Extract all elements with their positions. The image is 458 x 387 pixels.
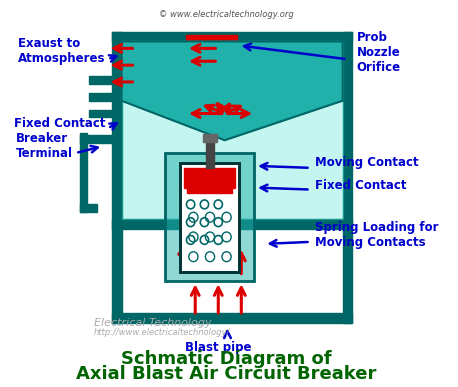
Bar — [187, 171, 232, 192]
Bar — [202, 134, 218, 142]
Text: Fixed Contact: Fixed Contact — [14, 117, 106, 130]
Circle shape — [200, 235, 208, 244]
Bar — [165, 153, 254, 281]
Bar — [343, 229, 352, 323]
Circle shape — [205, 232, 215, 242]
Text: Moving Contact: Moving Contact — [315, 156, 419, 170]
Text: Breaker
Terminal: Breaker Terminal — [16, 132, 73, 160]
Bar — [80, 204, 97, 212]
Bar — [80, 133, 87, 212]
Bar — [112, 229, 121, 323]
Bar — [206, 138, 214, 168]
Text: Axial Blast Air Circuit Breaker: Axial Blast Air Circuit Breaker — [76, 365, 377, 383]
Bar — [186, 34, 237, 56]
Bar — [180, 163, 240, 272]
Text: http://www.electricaltechnology/: http://www.electricaltechnology/ — [94, 328, 230, 337]
Bar — [343, 32, 352, 229]
Bar — [89, 93, 112, 101]
Bar — [112, 219, 352, 229]
Bar — [181, 197, 238, 267]
Circle shape — [200, 218, 208, 226]
Circle shape — [186, 218, 195, 226]
Bar — [89, 110, 112, 118]
Circle shape — [189, 212, 198, 222]
Bar — [112, 32, 352, 41]
Circle shape — [205, 212, 215, 222]
Text: Exaust to
Atmospheres: Exaust to Atmospheres — [18, 37, 106, 65]
Circle shape — [205, 252, 215, 262]
Bar — [165, 153, 254, 281]
Bar — [80, 135, 112, 143]
Text: Electrical Technology: Electrical Technology — [94, 318, 212, 328]
Bar — [180, 163, 240, 272]
Bar — [121, 41, 343, 219]
Circle shape — [189, 232, 198, 242]
Circle shape — [222, 232, 231, 242]
Text: Spring Loading for
Moving Contacts: Spring Loading for Moving Contacts — [315, 221, 438, 249]
Circle shape — [186, 235, 195, 244]
Bar — [180, 163, 240, 272]
Bar — [89, 76, 112, 84]
Text: Blast pipe: Blast pipe — [185, 341, 251, 354]
Bar — [184, 168, 235, 188]
Text: Prob
Nozzle
Orifice: Prob Nozzle Orifice — [356, 31, 401, 74]
Circle shape — [214, 200, 223, 209]
Circle shape — [189, 252, 198, 262]
Bar — [112, 313, 352, 323]
Text: Fixed Contact: Fixed Contact — [315, 179, 407, 192]
Circle shape — [222, 212, 231, 222]
Circle shape — [222, 252, 231, 262]
Bar — [112, 32, 121, 229]
Circle shape — [186, 200, 195, 209]
Bar — [180, 163, 240, 272]
Circle shape — [214, 218, 223, 226]
Circle shape — [200, 200, 208, 209]
Polygon shape — [121, 41, 343, 140]
Circle shape — [214, 235, 223, 244]
Text: Schmatic Diagram of: Schmatic Diagram of — [121, 351, 332, 368]
Text: © www.electricaltechnology.org: © www.electricaltechnology.org — [159, 10, 294, 19]
